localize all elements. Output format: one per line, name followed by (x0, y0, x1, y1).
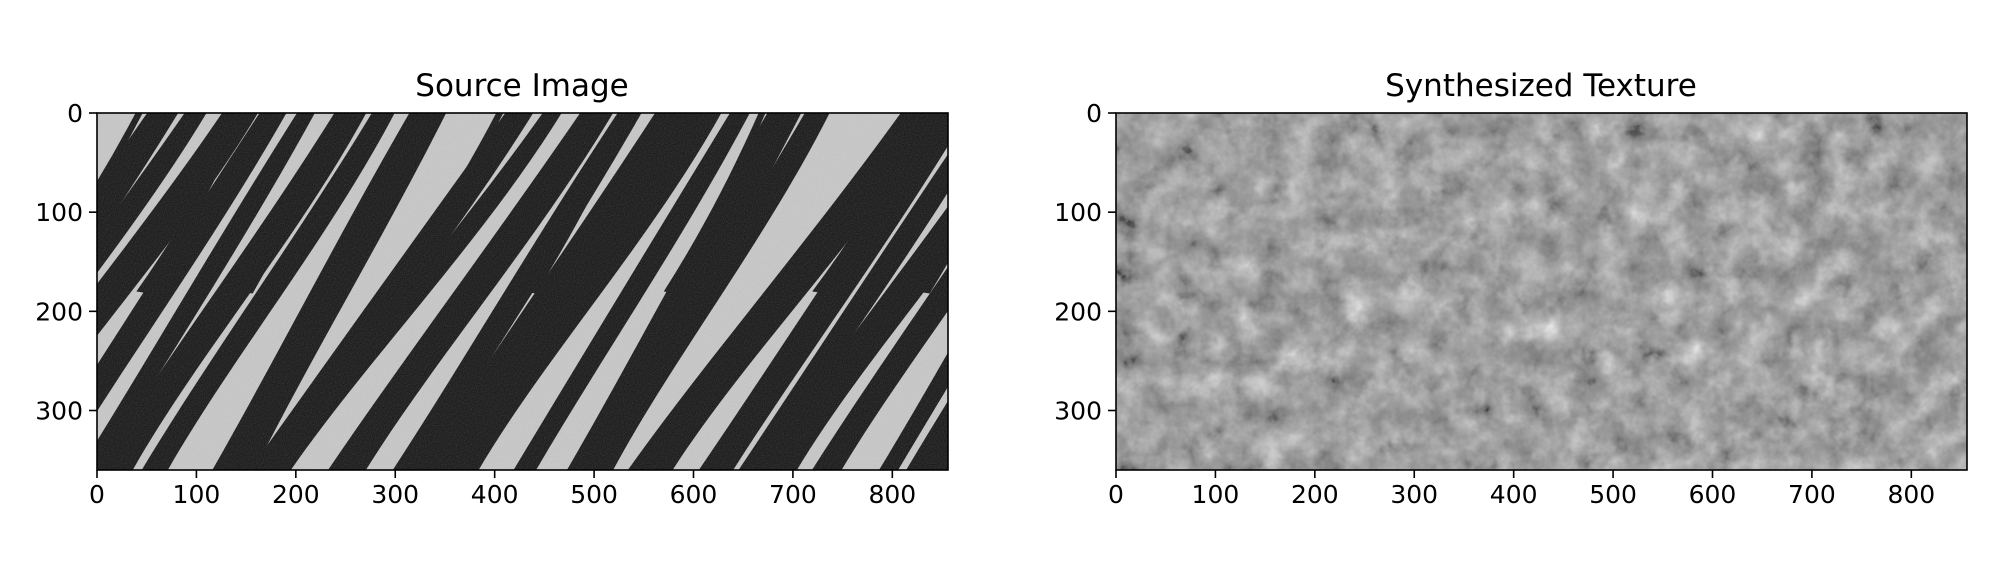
panel-title: Source Image (415, 68, 628, 104)
y-tick-label: 0 (67, 99, 83, 128)
x-tick-label: 300 (1390, 480, 1438, 509)
source-image (97, 113, 948, 470)
panel-source-image: Source Image 0 100 200 300 400 500 600 700 800 0 1… (35, 68, 949, 509)
y-tick-label: 300 (1054, 397, 1102, 426)
y-tick-label: 300 (35, 397, 83, 426)
x-tick-label: 300 (371, 480, 419, 509)
x-tick-label: 500 (570, 480, 618, 509)
x-tick-label: 800 (1887, 480, 1935, 509)
panel-title: Synthesized Texture (1385, 68, 1697, 104)
x-tick-label: 200 (272, 480, 320, 509)
y-tick-label: 100 (35, 198, 83, 227)
x-tick-label: 700 (1788, 480, 1836, 509)
axis-ticks: 0 100 200 300 400 500 600 700 800 0 100 200 300 (1054, 99, 1935, 509)
x-tick-label: 700 (769, 480, 817, 509)
x-tick-label: 400 (471, 480, 519, 509)
x-tick-label: 600 (670, 480, 718, 509)
axes-frame (96, 112, 949, 471)
x-tick-label: 800 (868, 480, 916, 509)
axes-frame (1115, 112, 1968, 471)
x-tick-label: 100 (173, 480, 221, 509)
x-tick-label: 400 (1490, 480, 1538, 509)
y-tick-label: 0 (1086, 99, 1102, 128)
y-tick-label: 200 (1054, 297, 1102, 326)
y-tick-label: 100 (1054, 198, 1102, 227)
y-tick-label: 200 (35, 297, 83, 326)
axis-ticks: 0 100 200 300 400 500 600 700 800 0 100 200 300 (35, 99, 916, 509)
panel-synthesized-texture: Synthesized Texture 0 100 200 300 400 500 600 7… (1054, 68, 1968, 509)
x-tick-label: 100 (1192, 480, 1240, 509)
x-tick-label: 500 (1589, 480, 1637, 509)
x-tick-label: 0 (89, 480, 105, 509)
x-tick-label: 200 (1291, 480, 1339, 509)
synthesized-image (1116, 113, 1967, 470)
x-tick-label: 0 (1108, 480, 1124, 509)
x-tick-label: 600 (1689, 480, 1737, 509)
